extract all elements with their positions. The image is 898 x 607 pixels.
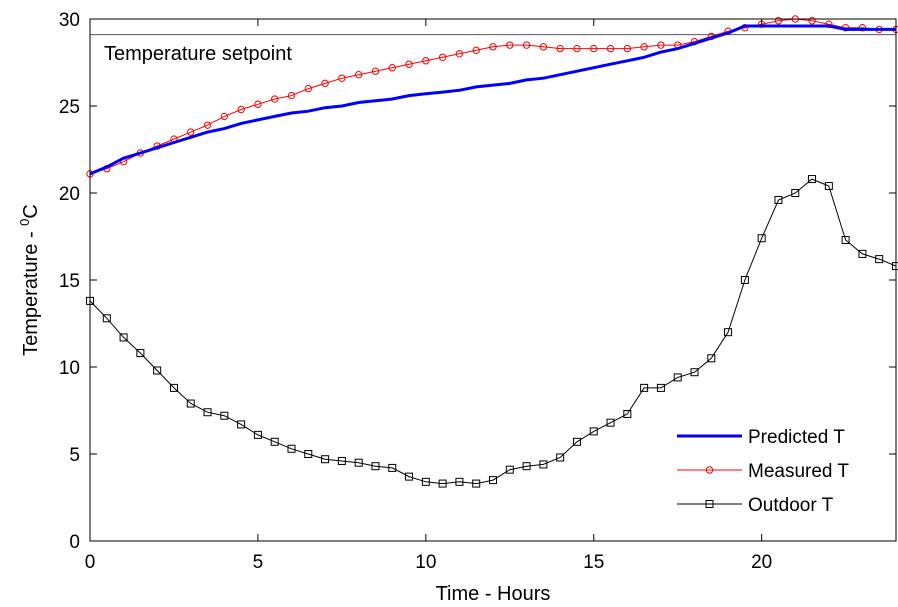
y-axis-label: Temperature - 0C <box>17 204 42 356</box>
x-axis-label: Time - Hours <box>436 583 551 605</box>
setpoint-label: Temperature setpoint <box>104 43 292 65</box>
y-tick-label-2: 10 <box>59 358 80 379</box>
x-tick-label-2: 10 <box>415 552 436 573</box>
x-tick-label-1: 5 <box>253 552 264 573</box>
y-tick-label-6: 30 <box>59 10 80 31</box>
y-tick-label-3: 15 <box>59 271 80 292</box>
y-axis-label-main: Temperature - <box>20 226 42 356</box>
y-tick-label-5: 25 <box>59 97 80 118</box>
y-tick-label-1: 5 <box>69 445 80 466</box>
y-tick-label-0: 0 <box>69 532 80 553</box>
y-axis-label-superscript: 0 <box>17 219 32 226</box>
legend-label-predicted-t: Predicted T <box>748 427 845 448</box>
x-tick-label-4: 20 <box>751 552 772 573</box>
legend-label-outdoor-t: Outdoor T <box>748 495 834 516</box>
y-tick-label-4: 20 <box>59 184 80 205</box>
x-tick-label-3: 15 <box>583 552 604 573</box>
x-tick-label-0: 0 <box>85 552 96 573</box>
y-axis-label-unit: C <box>20 204 42 218</box>
legend-label-measured-t: Measured T <box>748 461 849 482</box>
